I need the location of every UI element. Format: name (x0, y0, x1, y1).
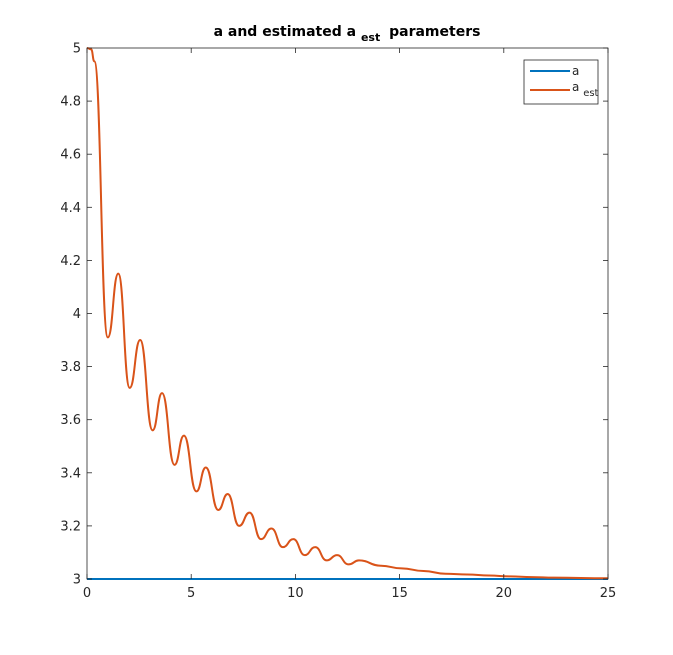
y-tick-label-10: 5 (73, 42, 81, 57)
chart-title-subscript: est (361, 31, 380, 44)
y-tick-label-3: 3.6 (60, 413, 81, 428)
y-tick-label-4: 3.8 (60, 360, 81, 375)
x-tick-label-0: 0 (83, 586, 91, 601)
x-tick-label-2: 10 (287, 586, 304, 601)
legend-label-a-est-name: a (572, 80, 579, 94)
y-axis: 3 3.2 3.4 3.6 3.8 4 4.2 4.4 4.6 4.8 5 (60, 42, 608, 588)
legend: a a est (523, 59, 599, 105)
y-tick-label-7: 4.4 (60, 201, 81, 216)
y-tick-label-6: 4.2 (60, 254, 81, 269)
y-tick-label-5: 4 (73, 307, 81, 322)
plot-area (86, 47, 609, 580)
legend-box (523, 59, 599, 105)
y-tick-label-8: 4.6 (60, 148, 81, 163)
x-tick-label-1: 5 (187, 586, 195, 601)
x-tick-label-3: 15 (391, 586, 408, 601)
chart-title-main: a and estimated a (214, 24, 357, 40)
chart-title: a and estimated a est parameters (214, 24, 481, 45)
legend-label-a-est: a est (572, 80, 599, 99)
axes-box (86, 47, 609, 580)
y-tick-label-2: 3.4 (60, 466, 81, 481)
y-tick-label-9: 4.8 (60, 95, 81, 110)
y-tick-label-0: 3 (73, 573, 81, 588)
y-tick-label-1: 3.2 (60, 519, 81, 534)
legend-label-a: a (572, 64, 579, 78)
chart-title-suffix: parameters (389, 24, 480, 40)
legend-label-a-est-subscript: est (583, 88, 598, 99)
x-axis: 0 5 10 15 20 25 (83, 48, 616, 601)
legend-label-a-name: a (572, 64, 579, 78)
x-tick-label-5: 25 (600, 586, 617, 601)
x-tick-label-4: 20 (496, 586, 513, 601)
series-layer (86, 47, 609, 580)
series-line-a-est (86, 47, 609, 580)
